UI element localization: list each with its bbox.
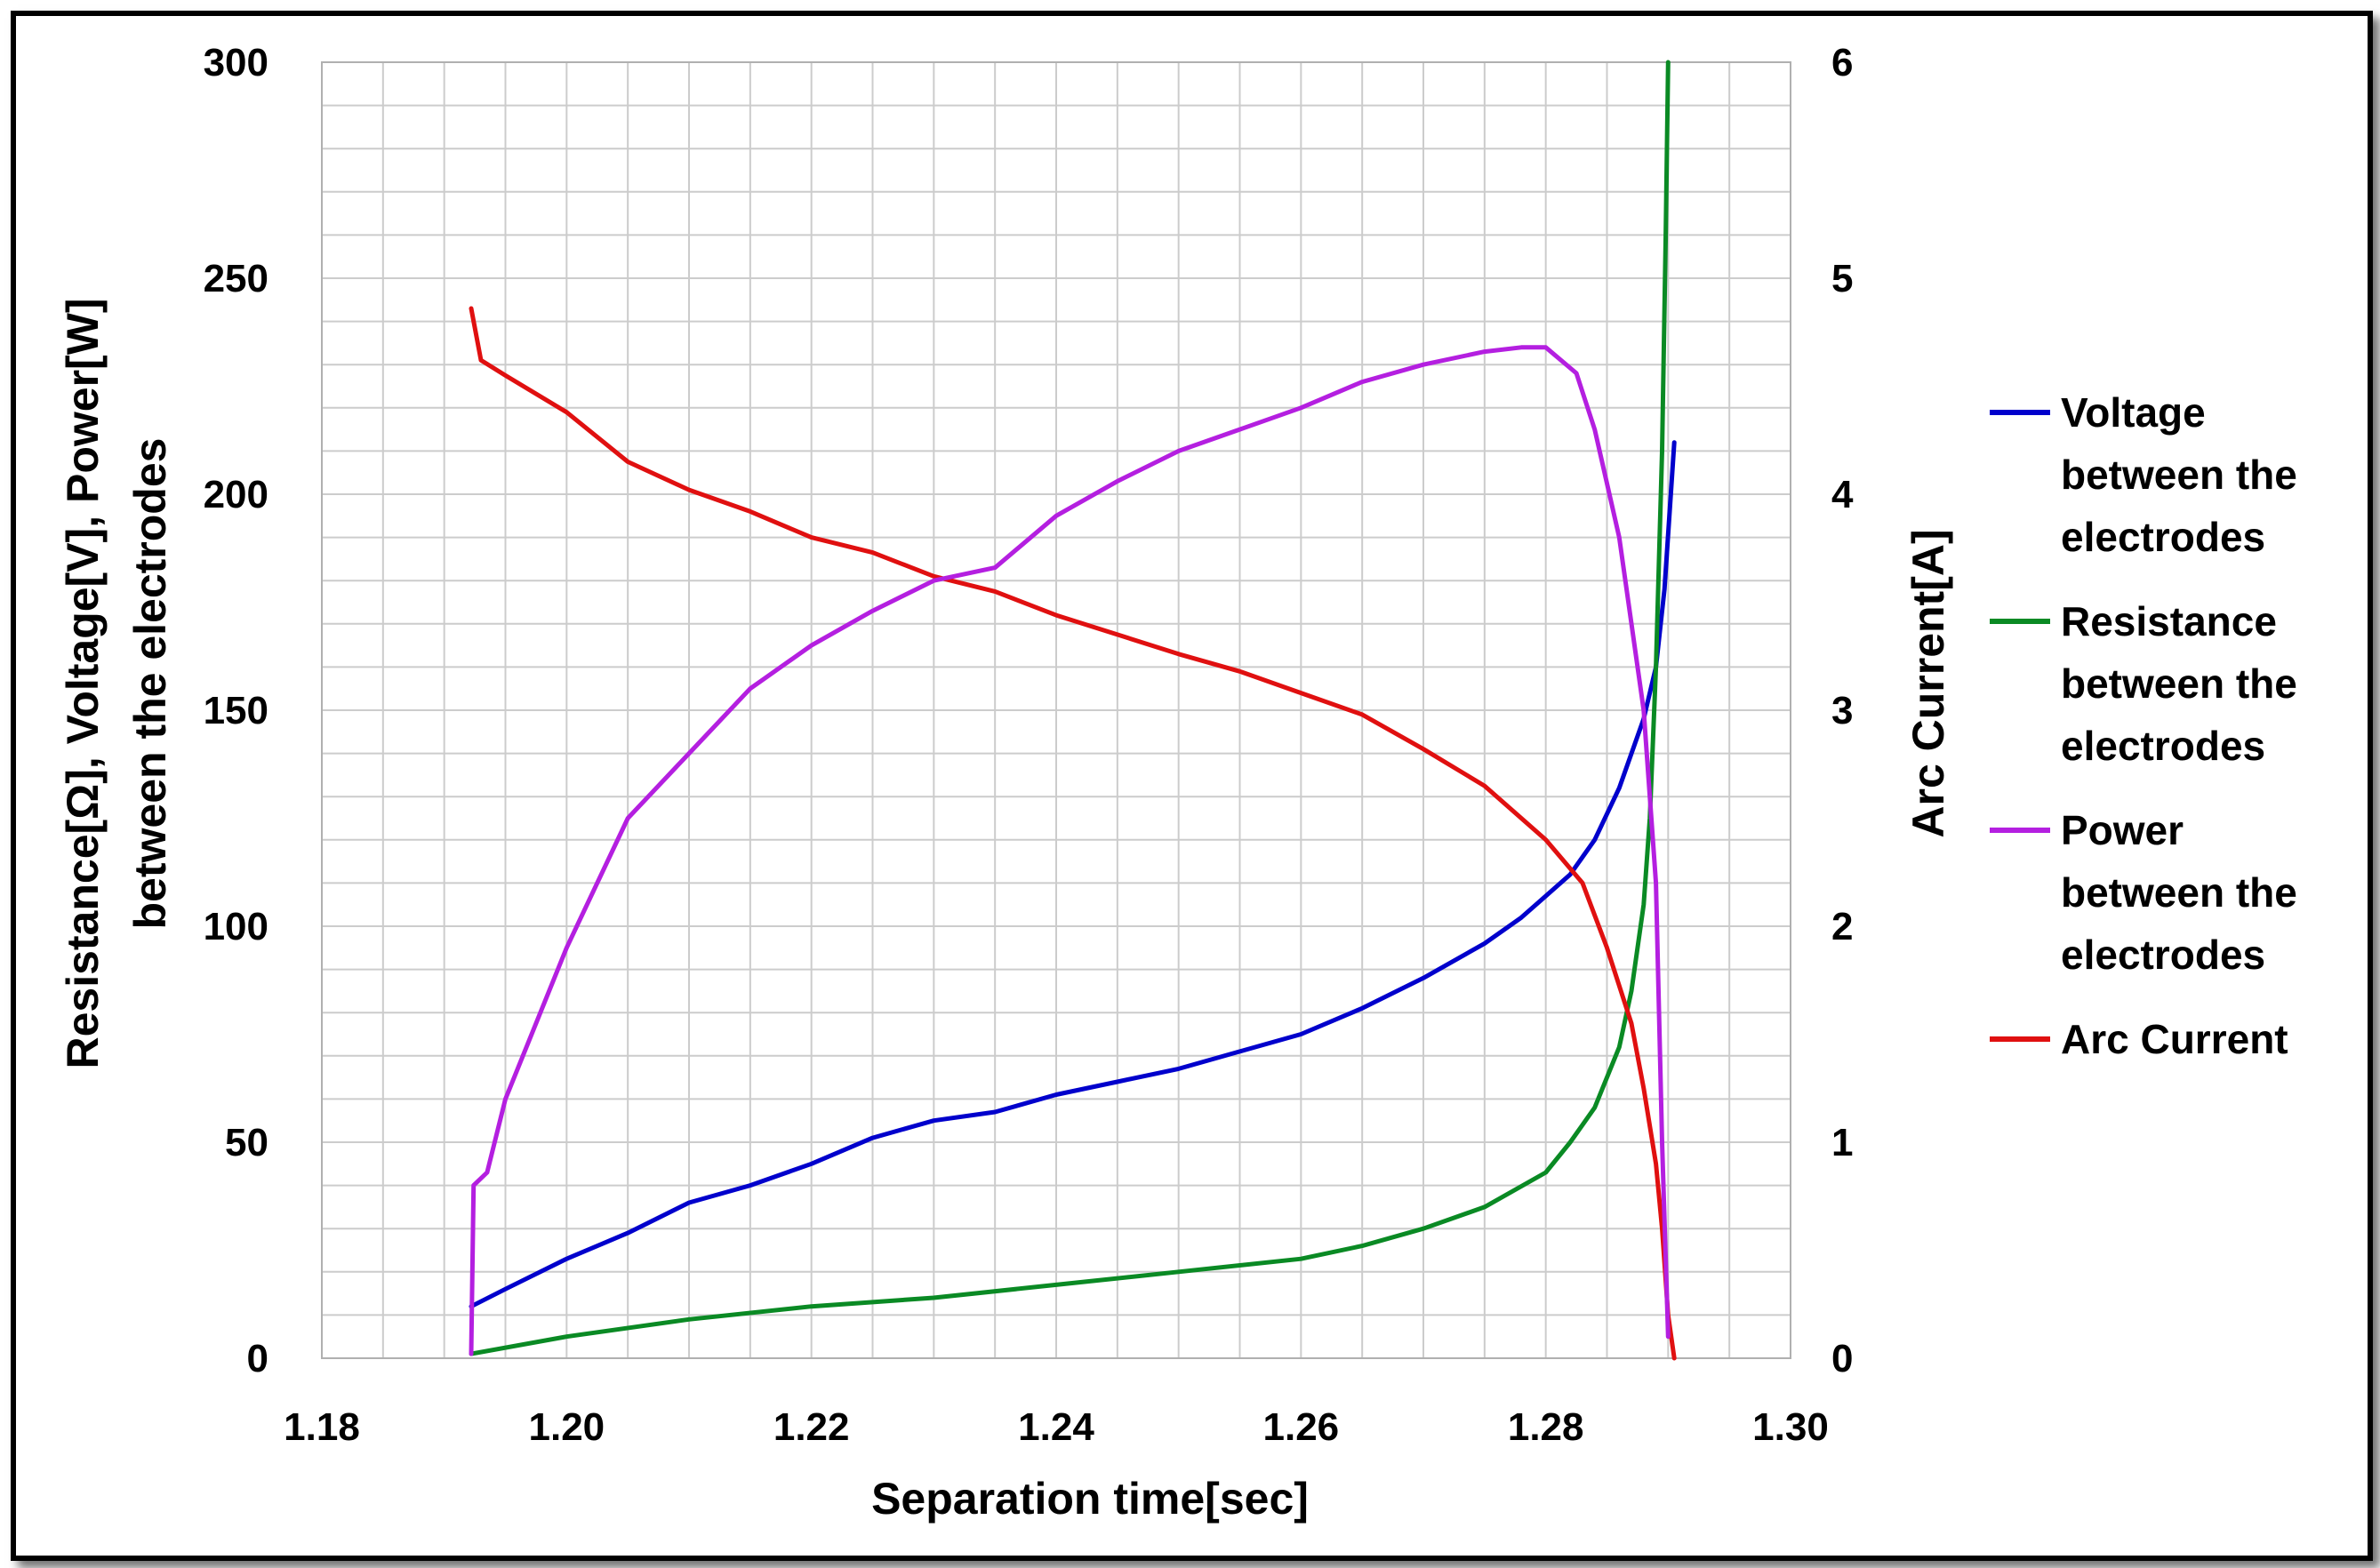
x-tick-label: 1.30 <box>1752 1405 1829 1449</box>
y2-tick-label: 4 <box>1831 473 1854 516</box>
series-line-resistance-between-the-electrodes <box>469 60 1671 1356</box>
y2-axis-title: Arc Current[A] <box>1903 529 1953 837</box>
plot-area <box>321 61 1791 1359</box>
chart-frame <box>11 11 2373 1561</box>
y2-tick-label: 0 <box>1831 1337 1853 1380</box>
ticks: 1.18 1.20 1.22 1.24 1.26 1.28 1.30050100150200… <box>204 41 1854 1449</box>
y2-tick-label: 2 <box>1831 905 1853 948</box>
legend-label: Power <box>2061 807 2184 853</box>
legend-label: electrodes <box>2061 932 2265 978</box>
x-tick-label: 1.24 <box>1018 1405 1094 1449</box>
y-axis-title-line2: between the electrodes <box>125 438 175 930</box>
y-tick-label: 200 <box>204 473 268 516</box>
y-tick-label: 300 <box>204 41 268 84</box>
x-tick-label: 1.20 <box>529 1405 605 1449</box>
y-tick-label: 50 <box>225 1121 268 1164</box>
x-axis-title: Separation time[sec] <box>871 1474 1309 1524</box>
y2-tick-label: 3 <box>1831 689 1853 732</box>
x-tick-label: 1.28 <box>1508 1405 1584 1449</box>
legend-item: Power between the electrodes <box>1990 807 2297 978</box>
legend-label: electrodes <box>2061 723 2265 769</box>
x-tick-label: 1.18 <box>284 1405 360 1449</box>
legend-label: Voltage <box>2061 389 2206 436</box>
y-tick-label: 150 <box>204 689 268 732</box>
y-tick-label: 250 <box>204 257 268 300</box>
series-line-power-between-the-electrodes <box>469 345 1671 1356</box>
y2-tick-label: 1 <box>1831 1121 1853 1164</box>
legend-label: Arc Current <box>2061 1016 2288 1062</box>
x-tick-label: 1.22 <box>773 1405 850 1449</box>
y-axis-title-line1: Resistance[Ω], Voltage[V], Power[W] <box>58 298 108 1068</box>
legend-item: Arc Current <box>1990 1016 2288 1062</box>
y2-tick-label: 6 <box>1831 41 1853 84</box>
series-line-arc-current <box>469 306 1677 1361</box>
legend-label: electrodes <box>2061 514 2265 560</box>
legend-item: Resistance between the electrodes <box>1990 598 2297 769</box>
y-tick-label: 100 <box>204 905 268 948</box>
series-layer <box>469 60 1677 1361</box>
grid <box>321 61 1791 1359</box>
y-tick-label: 0 <box>247 1337 268 1380</box>
y2-tick-label: 5 <box>1831 257 1853 300</box>
legend: Voltage between the electrodes Resistance be… <box>1990 389 2297 1062</box>
legend-label: between the <box>2061 660 2297 707</box>
series-line-voltage-between-the-electrodes <box>469 440 1677 1309</box>
legend-item: Voltage between the electrodes <box>1990 389 2297 560</box>
x-tick-label: 1.26 <box>1263 1405 1340 1449</box>
legend-label: Resistance <box>2061 598 2277 644</box>
legend-label: between the <box>2061 452 2297 498</box>
legend-label: between the <box>2061 869 2297 916</box>
